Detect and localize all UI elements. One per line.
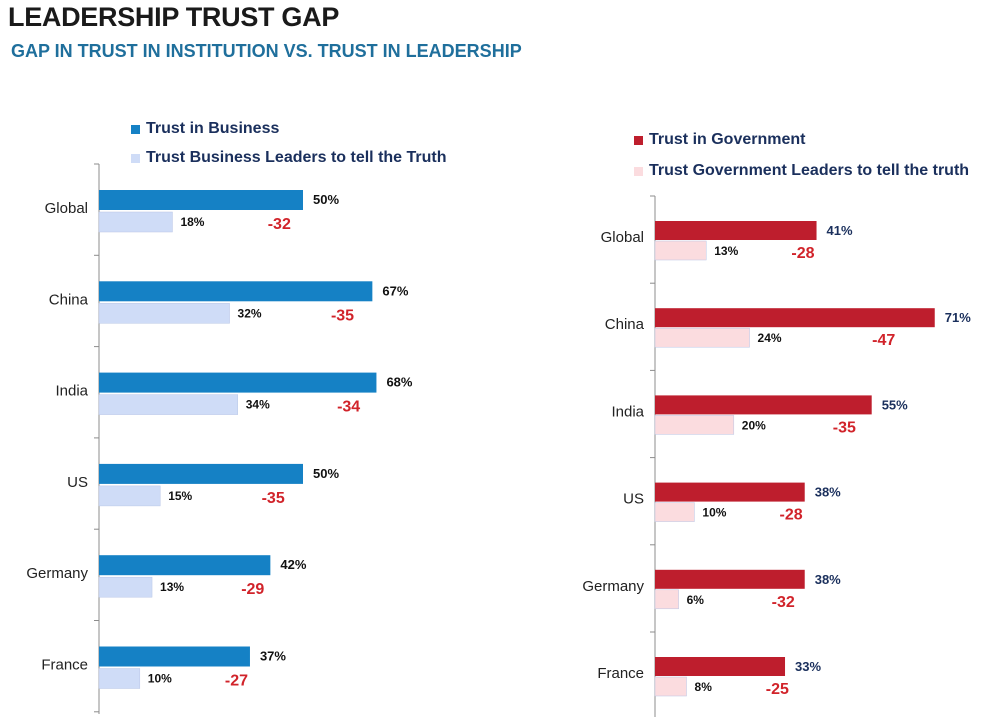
business-bar-trust	[99, 463, 303, 484]
government-value-label-trust: 38%	[815, 485, 841, 500]
business-bar-leaders	[98, 303, 230, 324]
business-category-label: Germany	[26, 565, 88, 582]
government-category-label: Global	[601, 229, 644, 246]
business-bar-leaders	[98, 211, 173, 233]
business-bar-trust	[99, 646, 250, 667]
government-bar-trust	[655, 221, 817, 240]
legend-swatch-business-trust	[131, 124, 140, 134]
government-category-label: India	[611, 403, 644, 420]
business-value-label-trust: 37%	[260, 649, 286, 664]
business-category-label: France	[41, 657, 88, 674]
business-bar-leaders	[98, 394, 238, 415]
government-category-label: Germany	[582, 578, 644, 595]
business-value-label-leaders: 18%	[180, 215, 204, 229]
business-bar-trust	[99, 555, 271, 576]
business-category-label: China	[49, 291, 89, 308]
legend-swatch-government-leaders	[634, 166, 643, 176]
legend-label-business-leaders: Trust Business Leaders to tell the Truth	[146, 149, 447, 166]
government-bar-leaders	[654, 240, 707, 261]
business-bar-leaders	[98, 668, 141, 689]
page-subtitle: GAP IN TRUST IN INSTITUTION VS. TRUST IN…	[11, 41, 522, 61]
government-gap-label: -35	[833, 419, 856, 436]
government-bar-leaders	[654, 589, 679, 610]
government-value-label-trust: 71%	[945, 310, 971, 325]
business-value-label-leaders: 13%	[160, 580, 184, 594]
government-value-label-leaders: 10%	[702, 506, 726, 520]
government-category-label: France	[597, 665, 644, 682]
government-gap-label: -28	[780, 507, 803, 524]
business-gap-label: -34	[337, 399, 360, 416]
legend-swatch-business-leaders	[131, 153, 140, 163]
business-bar-leaders	[98, 485, 161, 507]
business-gap-label: -35	[331, 307, 354, 324]
legend-label-business-trust: Trust in Business	[146, 120, 280, 137]
government-bar-leaders	[654, 327, 750, 348]
business-bar-leaders	[98, 576, 153, 598]
business-bar-trust	[99, 372, 377, 393]
government-bar-trust	[655, 657, 786, 676]
business-value-label-trust: 67%	[382, 283, 408, 298]
legend-item-government-trust: Trust in Government	[634, 130, 969, 150]
business-category-label: US	[67, 474, 88, 491]
government-value-label-leaders: 8%	[695, 680, 713, 694]
government-legend: Trust in Government Trust Government Lea…	[634, 130, 969, 181]
business-bar-trust	[99, 190, 303, 210]
business-value-label-leaders: 10%	[148, 672, 172, 686]
government-value-label-trust: 38%	[815, 572, 841, 587]
legend-item-government-leaders: Trust Government Leaders to tell the tru…	[634, 161, 969, 181]
business-legend: Trust in Business Trust Business Leaders…	[131, 119, 447, 168]
business-gap-label: -35	[262, 490, 285, 507]
government-value-label-leaders: 13%	[714, 244, 738, 258]
page-title: LEADERSHIP TRUST GAP	[8, 2, 340, 32]
legend-item-business-trust: Trust in Business	[131, 119, 447, 139]
government-value-label-leaders: 24%	[758, 331, 782, 345]
business-value-label-trust: 50%	[313, 192, 339, 207]
business-value-label-leaders: 32%	[238, 306, 262, 320]
government-category-label: US	[623, 491, 644, 508]
government-value-label-leaders: 20%	[742, 418, 766, 432]
government-gap-label: -28	[791, 245, 814, 262]
business-gap-label: -29	[241, 581, 264, 598]
business-value-label-trust: 50%	[313, 466, 339, 481]
legend-label-government-leaders: Trust Government Leaders to tell the tru…	[649, 162, 970, 179]
government-bar-leaders	[654, 502, 695, 522]
legend-swatch-government-trust	[634, 135, 643, 145]
government-gap-label: -47	[872, 332, 895, 349]
government-gap-label: -25	[766, 681, 789, 698]
government-bar-leaders	[654, 415, 735, 435]
government-bar-trust	[655, 308, 935, 328]
legend-label-government-trust: Trust in Government	[649, 131, 806, 148]
government-value-label-leaders: 6%	[687, 593, 705, 607]
business-value-label-trust: 68%	[386, 375, 412, 390]
business-bar-trust	[99, 281, 373, 302]
government-gap-label: -32	[772, 594, 795, 611]
government-category-label: China	[605, 316, 645, 333]
business-category-label: India	[55, 383, 88, 400]
business-value-label-trust: 42%	[280, 557, 306, 572]
business-value-label-leaders: 34%	[246, 398, 270, 412]
business-gap-label: -27	[225, 673, 248, 690]
government-bar-trust	[655, 482, 805, 502]
business-value-label-leaders: 15%	[168, 489, 192, 503]
legend-item-business-leaders: Trust Business Leaders to tell the Truth	[131, 148, 447, 168]
government-value-label-trust: 55%	[882, 397, 908, 412]
government-bar-trust	[655, 395, 872, 415]
business-category-label: Global	[45, 200, 88, 217]
government-value-label-trust: 41%	[827, 223, 853, 238]
government-bar-trust	[655, 569, 805, 589]
government-bar-leaders	[654, 676, 687, 697]
government-value-label-trust: 33%	[795, 659, 821, 674]
business-gap-label: -32	[268, 216, 291, 233]
